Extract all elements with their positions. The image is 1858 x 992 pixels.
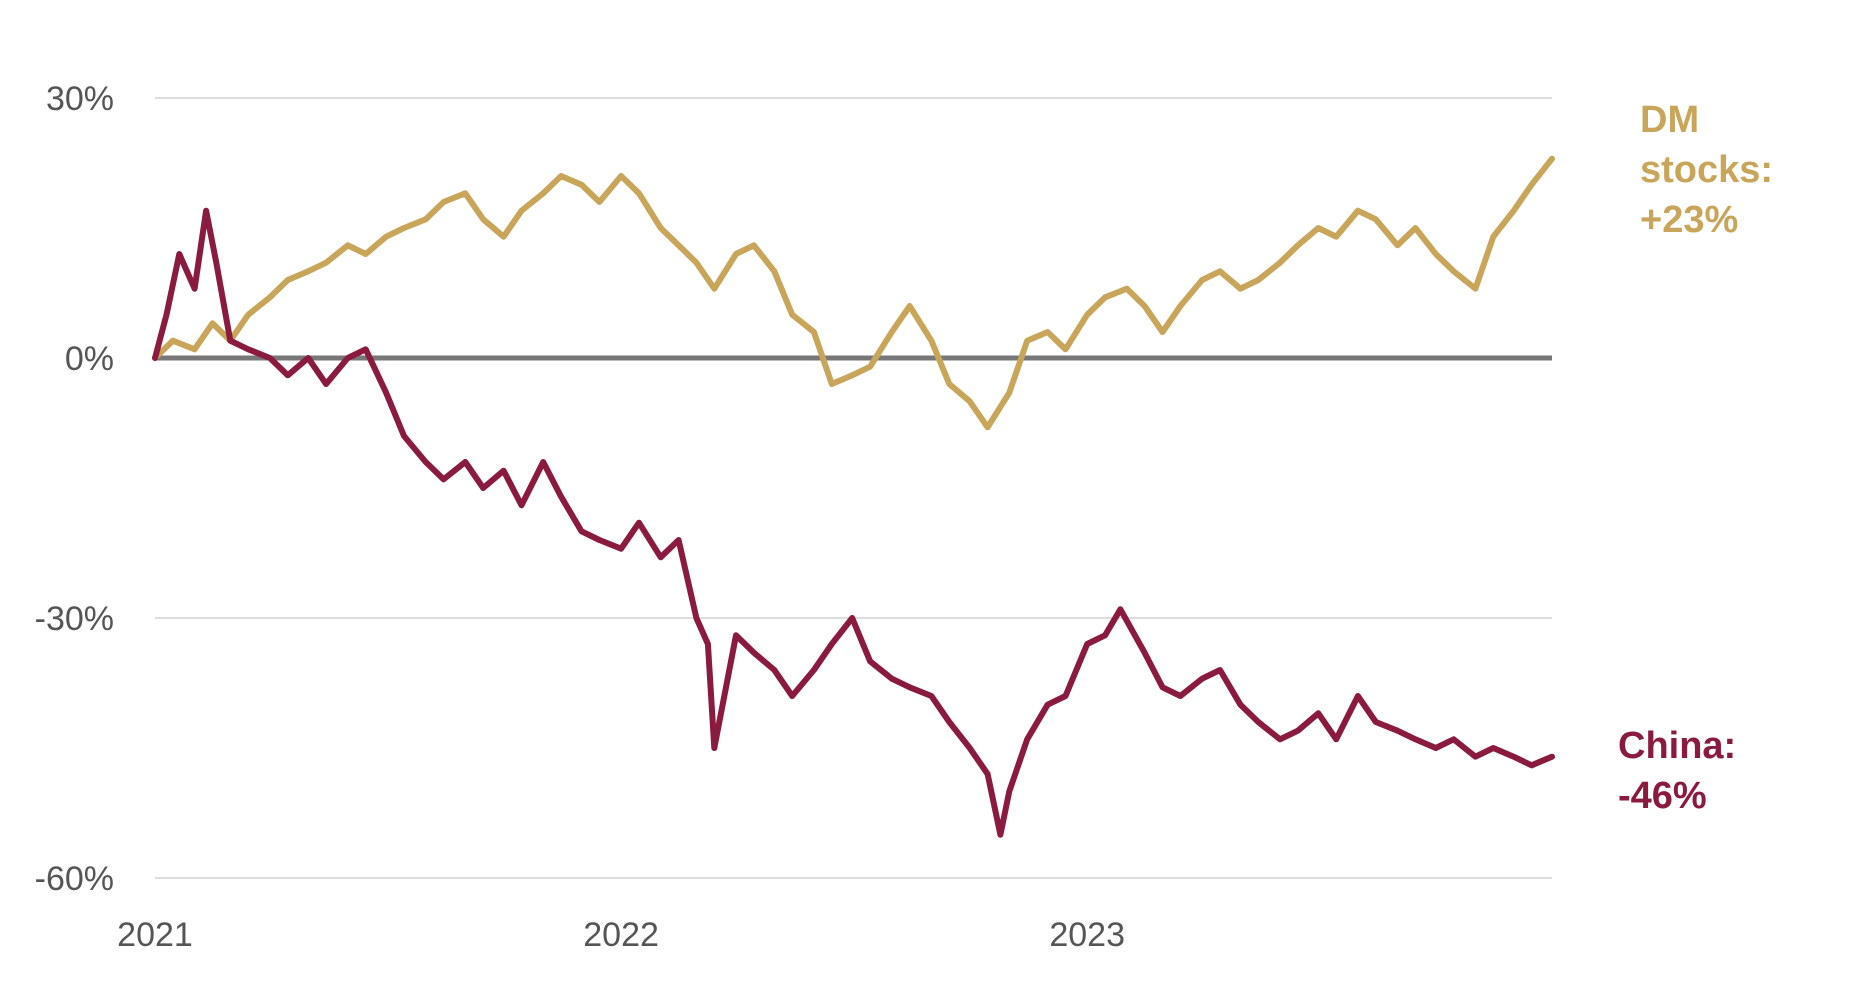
end-label-line: China: (1618, 725, 1736, 767)
y-tick-label: -60% (35, 860, 114, 898)
series-line-dm-stocks (152, 155, 1555, 431)
x-axis-ticks: 2021 2022 2023 (117, 916, 1125, 954)
end-label-line: DM (1640, 99, 1699, 141)
end-label-line: -46% (1618, 775, 1707, 817)
series-end-labels: DM stocks: +23% China: -46% (1618, 99, 1773, 817)
y-axis-ticks: 30% 0% -30% -60% (35, 80, 114, 898)
x-tick-label: 2022 (583, 916, 659, 954)
x-tick-label: 2023 (1049, 916, 1125, 954)
y-tick-label: -30% (35, 600, 114, 638)
y-tick-label: 0% (65, 340, 114, 378)
series-line-china (152, 207, 1555, 838)
x-tick-label: 2021 (117, 916, 193, 954)
y-tick-label: 30% (46, 80, 114, 118)
end-label-dm-stocks: DM stocks: +23% (1640, 99, 1773, 241)
end-label-line: stocks: (1640, 149, 1773, 191)
series-lines (152, 155, 1555, 838)
end-label-china: China: -46% (1618, 725, 1736, 817)
gridlines (155, 97, 1552, 879)
end-label-line: +23% (1640, 199, 1738, 241)
